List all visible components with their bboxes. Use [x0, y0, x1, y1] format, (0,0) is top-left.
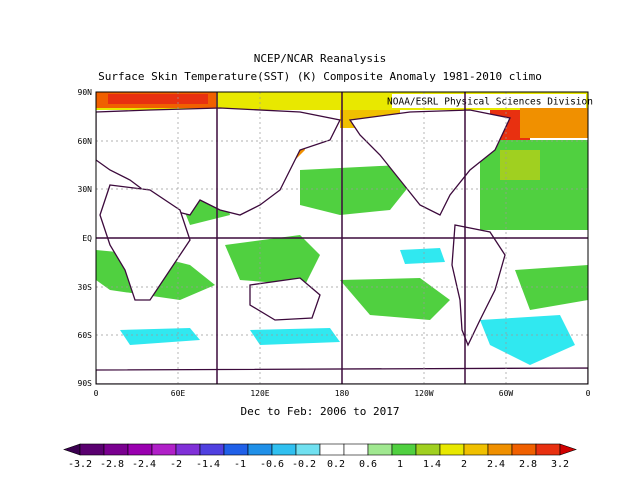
colorbar-swatch [415, 443, 441, 456]
australia-outline [249, 277, 321, 321]
west-pacific-warm [225, 235, 320, 285]
colorbar-swatch [487, 443, 513, 456]
lat-label: 30N [78, 185, 93, 194]
colorbar-swatch [295, 443, 321, 456]
anomaly-map: NOAA/ESRL Physical Sciences Division 90N… [78, 88, 593, 398]
north-america-outline [348, 109, 511, 216]
colorbar-tick-label: 2 [461, 459, 467, 470]
north-atlantic-orange [520, 108, 588, 138]
colorbar-tick-label: -3.2 [68, 459, 92, 470]
lon-label: 0 [94, 389, 99, 398]
colorbar-tick-label: 0.2 [327, 459, 345, 470]
colorbar-swatch [367, 443, 393, 456]
colorbar-tick-label: -2 [170, 459, 182, 470]
credit-box [392, 94, 586, 108]
eurasia-outline [96, 107, 341, 216]
colorbar-tick-label: -1.4 [196, 459, 220, 470]
north-pacific-warm [300, 165, 410, 215]
colorbar-tick-label: -0.6 [260, 459, 284, 470]
colorbar-tick-label: -2.4 [132, 459, 156, 470]
colorbar-tick-label: 1 [397, 459, 403, 470]
lat-label: 30S [78, 283, 93, 292]
colorbar: -3.2 -2.8 -2.4 -2 -1.4 -1 -0.6 -0.2 0.2 0.6 1 1.4 2 2… [63, 443, 577, 470]
lat-label: 60N [78, 137, 93, 146]
colorbar-swatch [151, 443, 177, 456]
colorbar-tick-label: -2.8 [100, 459, 124, 470]
colorbar-swatch [535, 443, 561, 456]
south-atlantic-cool [480, 315, 575, 365]
colorbar-swatch [343, 443, 369, 456]
colorbar-swatch [175, 443, 201, 456]
lat-label: 60S [78, 331, 93, 340]
colorbar-swatch [127, 443, 153, 456]
lon-label: 180 [335, 389, 350, 398]
colorbar-tick-label: 3.2 [551, 459, 569, 470]
colorbar-tick-label: -1 [234, 459, 246, 470]
colorbar-tick-label: 0.6 [359, 459, 377, 470]
colorbar-right-arrow [559, 443, 577, 456]
chart-title: NCEP/NCAR Reanalysis [253, 52, 387, 65]
colorbar-swatch [103, 443, 129, 456]
map-frame [95, 91, 589, 385]
lon-label: 60W [499, 389, 514, 398]
africa-outline [99, 184, 191, 301]
southern-ocean-cool-2 [250, 328, 340, 345]
colorbar-swatch [271, 443, 297, 456]
colorbar-tick-label: 1.4 [423, 459, 441, 470]
region-dividers [96, 92, 588, 384]
lon-label: 60E [171, 389, 186, 398]
east-pacific-cool [400, 248, 445, 264]
south-pacific-warm [340, 278, 450, 320]
colorbar-left-arrow [63, 443, 81, 456]
colorbar-swatch [247, 443, 273, 456]
lon-label: 120E [250, 389, 269, 398]
lon-label: 120W [414, 389, 433, 398]
colorbar-swatch [391, 443, 417, 456]
colorbar-swatch [463, 443, 489, 456]
chart-subtitle: Surface Skin Temperature(SST) (K) Compos… [98, 70, 542, 83]
colorbar-swatch [319, 443, 345, 456]
lat-label: 90N [78, 88, 93, 97]
colorbar-swatch [199, 443, 225, 456]
colorbar-tick-label: 2.4 [487, 459, 505, 470]
arctic-dark-red-anomaly [108, 94, 208, 104]
colorbar-swatch [439, 443, 465, 456]
credit-text: NOAA/ESRL Physical Sciences Division [387, 97, 593, 108]
colorbar-swatch [79, 443, 105, 456]
lat-label: 90S [78, 379, 93, 388]
colorbar-swatch [511, 443, 537, 456]
colorbar-tick-label: -0.2 [292, 459, 316, 470]
colorbar-swatch [223, 443, 249, 456]
south-atlantic-warm [515, 265, 588, 310]
gulf-stream-anomaly [500, 150, 540, 180]
lon-label: 0 [586, 389, 591, 398]
lat-label: EQ [82, 234, 92, 243]
southern-ocean-cool-1 [120, 328, 200, 345]
axis-labels: 90N 60N 30N EQ 30S 60S 90S 0 60E 120E 18… [78, 88, 591, 398]
colorbar-tick-label: 2.8 [519, 459, 537, 470]
date-range-label: Dec to Feb: 2006 to 2017 [240, 405, 400, 418]
